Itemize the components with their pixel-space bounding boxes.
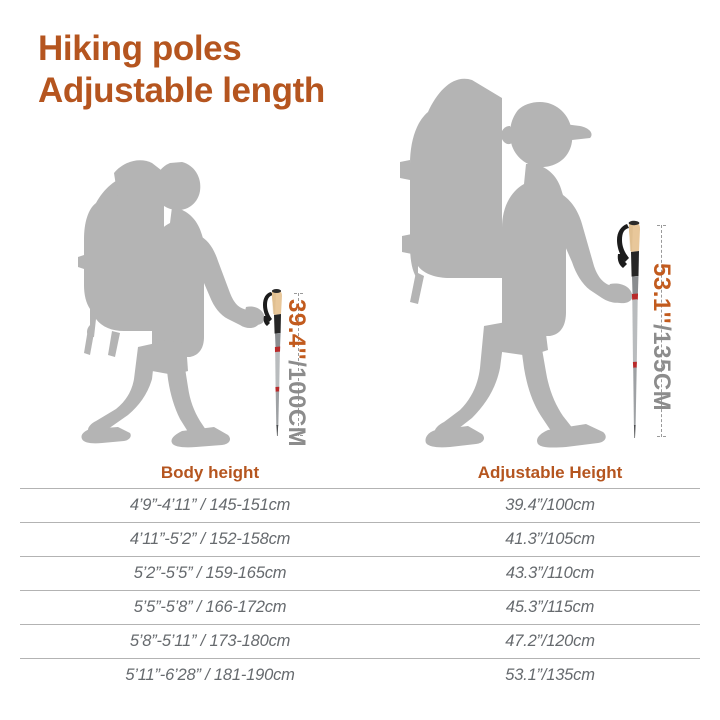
tall-pole-inches: 53.1'' [648, 263, 675, 325]
dimension-line [298, 293, 299, 436]
dimension-line [661, 225, 662, 437]
cell-body-height: 5’11”-6’28” / 181-190cm [125, 666, 295, 684]
table-row: 4’9”-4’11” / 145-151cm 39.4”/100cm [20, 488, 700, 522]
table-header-row: Body height Adjustable Height [20, 458, 700, 488]
cell-body-height: 5’5”-5’8” / 166-172cm [133, 598, 287, 616]
cell-adjustable-height: 53.1”/135cm [505, 666, 595, 684]
column-header-body-height: Body height [160, 463, 260, 482]
cell-body-height: 4’11”-5’2” / 152-158cm [129, 530, 291, 548]
cell-adjustable-height: 43.3”/110cm [505, 564, 595, 582]
cell-adjustable-height: 47.2”/120cm [505, 632, 595, 650]
short-hiker-silhouette [78, 143, 288, 448]
dimension-cap-top [657, 225, 666, 226]
dimension-cap-bottom [657, 436, 666, 437]
tall-pole-metric: /135CM [648, 324, 675, 412]
page-title-line-2: Adjustable length [38, 71, 325, 110]
cell-adjustable-height: 39.4”/100cm [505, 496, 595, 514]
dimension-cap-top [294, 293, 303, 294]
cell-adjustable-height: 45.3”/115cm [505, 598, 595, 616]
cell-body-height: 4’9”-4’11” / 145-151cm [129, 496, 291, 514]
page-title: Hiking poles Adjustable length [38, 28, 458, 112]
illustration-scene: 39.4''/100CM 53.1''/135CM [78, 68, 675, 448]
cell-body-height: 5’2”-5’5” / 159-165cm [133, 564, 287, 582]
table-row: 5’5”-5’8” / 166-172cm 45.3”/115cm [20, 590, 700, 624]
size-chart-table: Body height Adjustable Height 4’9”-4’11”… [20, 458, 700, 692]
cell-body-height: 5’8”-5’11” / 173-180cm [129, 632, 291, 650]
table-row: 4’11”-5’2” / 152-158cm 41.3”/105cm [20, 522, 700, 556]
page-title-line-1: Hiking poles [38, 29, 242, 68]
table-row: 5’8”-5’11” / 173-180cm 47.2”/120cm [20, 624, 700, 658]
cell-adjustable-height: 41.3”/105cm [505, 530, 595, 548]
tall-hiker-silhouette [398, 68, 643, 448]
table-row: 5’11”-6’28” / 181-190cm 53.1”/135cm [20, 658, 700, 692]
short-pole-metric: /100CM [283, 360, 310, 448]
dimension-cap-bottom [294, 435, 303, 436]
table-row: 5’2”-5’5” / 159-165cm 43.3”/110cm [20, 556, 700, 590]
tall-pole-measurement-label: 53.1''/135CM [647, 263, 675, 411]
short-pole-measurement-label: 39.4''/100CM [282, 299, 310, 447]
short-pole-inches: 39.4'' [283, 299, 310, 361]
trekking-pole-tall [612, 218, 652, 440]
column-header-adjustable-height: Adjustable Height [477, 463, 623, 482]
trekking-pole-short [258, 286, 292, 438]
